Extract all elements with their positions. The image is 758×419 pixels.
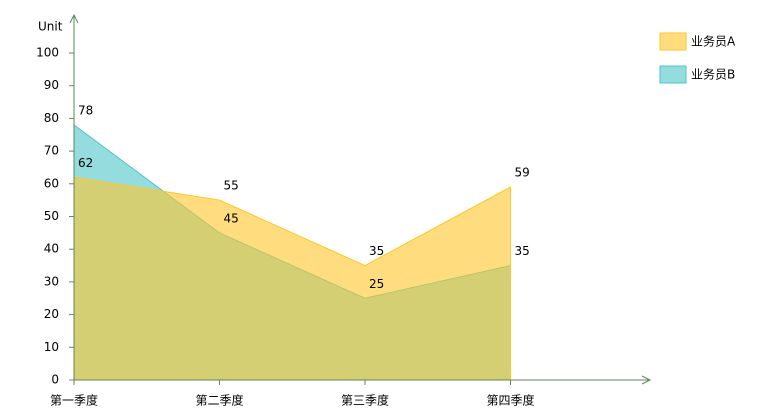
data-label: 25 xyxy=(369,277,384,291)
x-tick-label: 第一季度 xyxy=(50,393,98,408)
y-axis-label: Unit xyxy=(38,20,63,34)
y-tick-label: 40 xyxy=(44,242,59,256)
x-tick-label: 第三季度 xyxy=(341,393,389,408)
legend-swatch xyxy=(659,65,687,84)
x-tick-label: 第四季度 xyxy=(486,393,534,408)
y-tick-label: 20 xyxy=(44,307,59,321)
legend-swatch xyxy=(659,32,687,51)
legend-label: 业务员B xyxy=(691,67,735,82)
data-label: 45 xyxy=(224,211,239,225)
data-label: 78 xyxy=(78,103,93,117)
data-label: 35 xyxy=(369,244,384,258)
y-tick-label: 70 xyxy=(44,144,59,158)
legend-label: 业务员A xyxy=(691,34,736,49)
y-tick-label: 30 xyxy=(44,274,59,288)
y-tick-label: 10 xyxy=(44,340,59,354)
y-axis-arrow xyxy=(69,13,79,24)
area xyxy=(73,176,511,381)
y-tick-label: 80 xyxy=(44,111,59,125)
x-tick-label: 第二季度 xyxy=(195,393,243,408)
y-tick-label: 60 xyxy=(44,176,59,190)
data-label: 55 xyxy=(224,179,239,193)
y-tick-label: 0 xyxy=(51,373,59,387)
data-label: 62 xyxy=(78,156,93,170)
y-tick-label: 90 xyxy=(44,78,59,92)
data-label: 59 xyxy=(515,166,530,180)
x-axis-arrow xyxy=(641,375,652,385)
y-tick-label: 100 xyxy=(36,46,59,60)
data-label: 35 xyxy=(515,244,530,258)
y-tick-label: 50 xyxy=(44,209,59,223)
